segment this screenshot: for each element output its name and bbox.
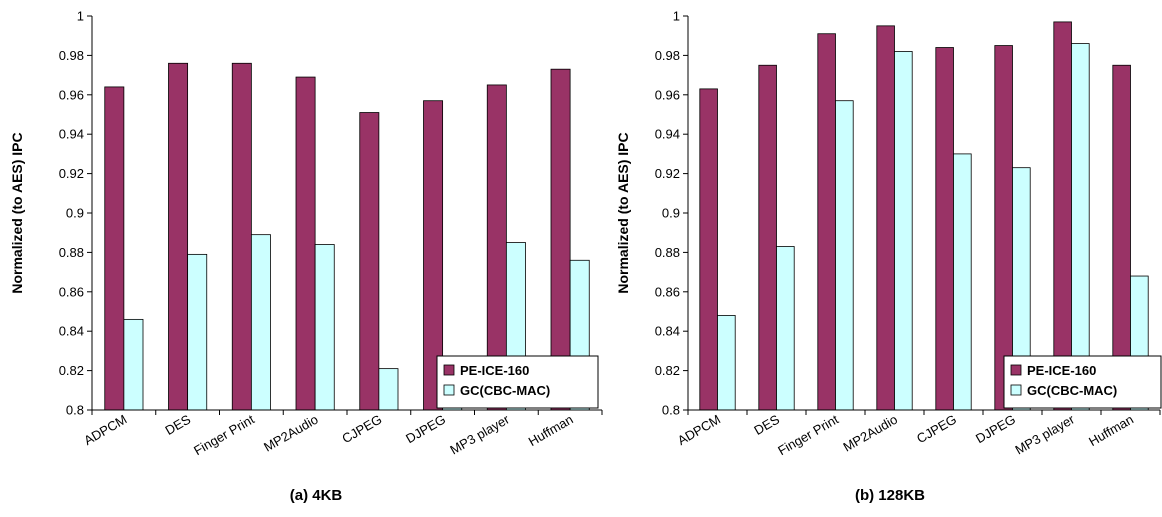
x-tick-label: Finger Print (191, 411, 257, 458)
x-tick-label: DES (162, 411, 193, 438)
y-tick-label: 0.98 (59, 48, 84, 63)
legend-label: PE-ICE-160 (1027, 363, 1096, 378)
bar-gc-cbc-mac (378, 368, 399, 411)
bar-gc-cbc-mac (1071, 43, 1090, 411)
legend-label: GC(CBC-MAC) (1027, 383, 1117, 398)
legend-box (1003, 355, 1162, 409)
bar-pe-ice-160 (994, 45, 1013, 411)
bar-pe-ice-160 (231, 62, 252, 411)
bar-pe-ice-160 (295, 76, 316, 411)
y-tick-label: 0.88 (655, 245, 680, 260)
y-tick-label: 0.9 (66, 206, 84, 221)
bar-pe-ice-160 (699, 88, 718, 411)
bar-gc-cbc-mac (835, 100, 854, 411)
y-tick-label: 0.84 (59, 324, 84, 339)
y-tick-label: 0.96 (59, 87, 84, 102)
legend-swatch (443, 384, 455, 396)
y-tick-label: 0.94 (655, 127, 680, 142)
x-tick-label: Finger Print (775, 411, 841, 458)
bar-gc-cbc-mac (717, 315, 736, 411)
chart-b: 0.8 0.82 0.84 0.86 0.88 0.9 0.92 0.94 0.96 0.98 1 A… (615, 9, 1162, 504)
y-tick-label: 0.88 (59, 245, 84, 260)
legend-box (436, 355, 599, 409)
y-tick-label: 0.98 (655, 48, 680, 63)
y-tick-label: 0.8 (66, 403, 84, 418)
bar-pe-ice-160 (1053, 21, 1072, 411)
bar-pe-ice-160 (758, 64, 777, 411)
y-tick-label: 0.92 (655, 166, 680, 181)
x-tick-label: CJPEG (339, 412, 384, 447)
legend: PE-ICE-160 GC(CBC-MAC) (1003, 355, 1162, 409)
x-tick-label: Huffman (526, 412, 576, 449)
x-tick-label: ADPCM (675, 412, 723, 448)
bar-pe-ice-160 (359, 112, 380, 411)
legend: PE-ICE-160 GC(CBC-MAC) (436, 355, 599, 409)
legend-swatch (1010, 384, 1022, 396)
legend-swatch (1010, 364, 1022, 376)
bar-gc-cbc-mac (894, 51, 913, 411)
bar-gc-cbc-mac (776, 246, 795, 411)
y-tick-label: 1 (77, 9, 84, 24)
chart-caption: (b) 128KB (855, 487, 925, 504)
y-tick-label: 0.82 (59, 363, 84, 378)
x-tick-label: DES (751, 411, 782, 438)
y-tick-label: 0.86 (59, 284, 84, 299)
y-tick-label: 0.94 (59, 127, 84, 142)
x-tick-label: MP3 player (447, 411, 512, 457)
y-tick-label: 0.92 (59, 166, 84, 181)
bar-gc-cbc-mac (314, 244, 335, 411)
x-tick-label: MP2Audio (261, 412, 320, 455)
bar-gc-cbc-mac (123, 318, 144, 411)
chart-caption: (a) 4KB (290, 487, 343, 504)
legend-label: PE-ICE-160 (460, 363, 529, 378)
x-tick-label: MP3 player (1013, 411, 1078, 457)
bar-pe-ice-160 (104, 86, 125, 411)
bar-pe-ice-160 (876, 25, 895, 411)
y-axis-title: Normalized (to AES) IPC (615, 132, 631, 293)
x-tick-label: MP2Audio (841, 412, 900, 455)
legend-label: GC(CBC-MAC) (460, 383, 550, 398)
bar-gc-cbc-mac (187, 253, 208, 411)
y-tick-label: 0.84 (655, 324, 680, 339)
chart-a: 0.8 0.82 0.84 0.86 0.88 0.9 0.92 0.94 0.96 0.98 1 A… (9, 9, 603, 504)
x-tick-label: ADPCM (81, 412, 129, 448)
x-tick-label: CJPEG (914, 412, 959, 447)
y-tick-label: 0.9 (662, 206, 680, 221)
bar-pe-ice-160 (817, 33, 836, 411)
x-tick-label: DJPEG (973, 412, 1018, 447)
y-tick-label: 0.86 (655, 284, 680, 299)
y-tick-label: 0.8 (662, 403, 680, 418)
y-tick-label: 0.82 (655, 363, 680, 378)
bar-gc-cbc-mac (250, 234, 271, 411)
x-tick-label: DJPEG (403, 412, 448, 447)
bar-gc-cbc-mac (953, 153, 972, 411)
y-tick-label: 1 (673, 9, 680, 24)
legend-swatch (443, 364, 455, 376)
bar-pe-ice-160 (935, 47, 954, 411)
bar-pe-ice-160 (168, 62, 189, 411)
y-axis-title: Normalized (to AES) IPC (9, 132, 25, 293)
x-tick-label: Huffman (1086, 412, 1136, 449)
y-tick-label: 0.96 (655, 87, 680, 102)
